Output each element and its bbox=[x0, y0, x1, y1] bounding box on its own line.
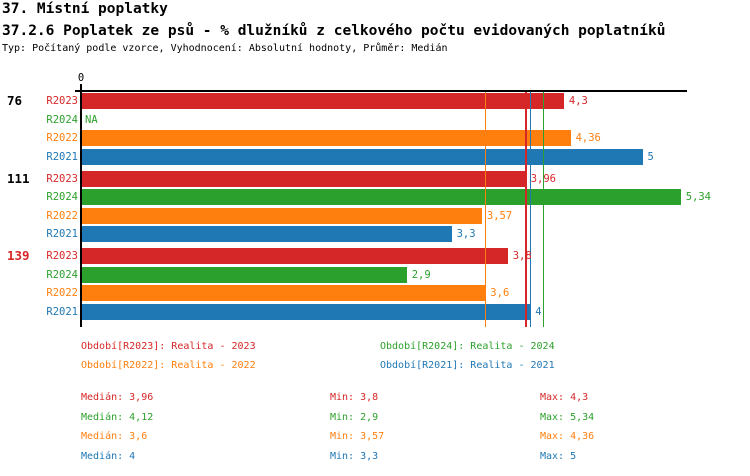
bar-value-label: 4,3 bbox=[568, 95, 588, 107]
median-line bbox=[542, 91, 545, 327]
bar-row-label: R2024 bbox=[46, 113, 78, 126]
category-label: 139 bbox=[7, 248, 30, 264]
stat-max: Max: 5 bbox=[540, 451, 577, 462]
bar bbox=[81, 248, 508, 265]
bar-row-label: R2024 bbox=[46, 268, 78, 281]
stat-max: Max: 4,3 bbox=[540, 392, 589, 403]
bar-row-label: R2023 bbox=[46, 172, 78, 185]
bar-value-label: NA bbox=[85, 113, 98, 126]
legend-item-r2021: Období[R2021]: Realita - 2021 bbox=[380, 360, 555, 371]
bar bbox=[81, 304, 531, 320]
bar-row-label: R2022 bbox=[46, 132, 78, 145]
stat-min: Min: 2,9 bbox=[330, 411, 379, 423]
stat-max: Max: 5,34 bbox=[540, 411, 595, 423]
bar bbox=[81, 189, 681, 206]
legend-item-r2023: Období[R2023]: Realita - 2023 bbox=[81, 341, 256, 352]
stat-min: Min: 3,8 bbox=[330, 392, 379, 403]
x-axis-tick bbox=[80, 84, 82, 90]
section-title: 37. Místní poplatky bbox=[2, 1, 168, 17]
stats-row-r2021: Medián: 4 Min: 3,3 Max: 5 bbox=[0, 451, 750, 465]
bar-row-label: R2021 bbox=[46, 228, 78, 241]
bar-row-label: R2021 bbox=[46, 150, 78, 163]
bar-value-label: 4 bbox=[535, 306, 542, 318]
stat-median: Medián: 4,12 bbox=[81, 411, 154, 423]
stat-min: Min: 3,3 bbox=[330, 451, 379, 462]
bar bbox=[81, 285, 486, 302]
stat-max: Max: 4,36 bbox=[540, 431, 595, 443]
category-label: 111 bbox=[7, 170, 30, 186]
median-line bbox=[525, 91, 527, 327]
bar-value-label: 3,96 bbox=[530, 172, 556, 185]
chart-title: 37.2.6 Poplatek ze psů - % dlužníků z ce… bbox=[2, 23, 666, 39]
bar-row-label: R2021 bbox=[46, 306, 78, 318]
bar-row-label: R2022 bbox=[46, 209, 78, 222]
bar-value-label: 3,3 bbox=[456, 228, 476, 241]
category-label: 76 bbox=[7, 93, 23, 108]
stat-median: Medián: 3,6 bbox=[81, 431, 148, 443]
bar-value-label: 4,36 bbox=[575, 132, 601, 145]
stats-row-r2023: Medián: 3,96 Min: 3,8 Max: 4,3 bbox=[0, 392, 750, 406]
bar bbox=[81, 148, 643, 165]
bar-row-label: R2023 bbox=[46, 250, 78, 263]
stat-min: Min: 3,57 bbox=[330, 431, 385, 443]
bar bbox=[81, 266, 407, 283]
chart-meta: Typ: Počítaný podle vzorce, Vyhodnocení:… bbox=[2, 43, 448, 54]
bar bbox=[81, 226, 452, 243]
bar bbox=[81, 207, 482, 224]
stats-row-r2022: Medián: 3,6 Min: 3,57 Max: 4,36 bbox=[0, 431, 750, 445]
bar-value-label: 5,34 bbox=[685, 191, 711, 204]
bar bbox=[81, 93, 564, 109]
bar bbox=[81, 130, 571, 147]
bar-value-label: 2,9 bbox=[411, 268, 431, 281]
bar-row-label: R2024 bbox=[46, 191, 78, 204]
median-line bbox=[529, 91, 531, 327]
bar-value-label: 5 bbox=[647, 150, 654, 163]
bar bbox=[81, 170, 526, 187]
legend-item-r2022: Období[R2022]: Realita - 2022 bbox=[81, 360, 256, 371]
bar-row-label: R2023 bbox=[46, 95, 78, 107]
y-axis-line bbox=[79, 90, 82, 327]
x-axis-tick-label: 0 bbox=[77, 72, 85, 84]
stat-median: Medián: 3,96 bbox=[81, 392, 154, 403]
legend-item-r2024: Období[R2024]: Realita - 2024 bbox=[380, 341, 555, 352]
median-line bbox=[484, 91, 486, 327]
stats-row-r2024: Medián: 4,12 Min: 2,9 Max: 5,34 bbox=[0, 412, 750, 426]
stat-median: Medián: 4 bbox=[81, 451, 136, 462]
bar-value-label: 3,8 bbox=[512, 250, 532, 263]
bar-row-label: R2022 bbox=[46, 287, 78, 300]
bar-value-label: 3,6 bbox=[490, 287, 510, 300]
bar-value-label: 3,57 bbox=[486, 209, 513, 222]
x-axis-line bbox=[75, 90, 687, 92]
